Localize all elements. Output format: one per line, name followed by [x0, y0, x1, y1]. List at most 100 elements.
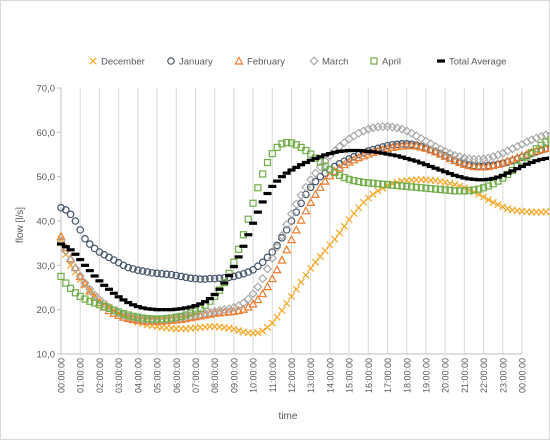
data-point	[85, 284, 95, 294]
data-point	[272, 264, 282, 274]
x-tick-label: 18:00:00	[402, 358, 412, 393]
data-point	[167, 270, 176, 279]
data-point	[392, 141, 402, 151]
data-point	[340, 222, 348, 230]
data-point	[210, 274, 219, 283]
data-point	[340, 149, 349, 153]
data-point	[498, 173, 507, 177]
data-point	[244, 268, 253, 276]
data-point	[494, 200, 502, 209]
data-point	[57, 203, 65, 212]
data-point	[451, 187, 459, 195]
data-point	[470, 186, 478, 194]
data-point	[239, 244, 248, 248]
data-point	[124, 300, 133, 305]
data-point	[129, 303, 138, 307]
data-point	[138, 267, 147, 275]
data-point	[335, 229, 344, 237]
data-point	[369, 179, 377, 187]
data-point	[489, 176, 498, 181]
data-point	[224, 307, 234, 316]
data-point	[244, 233, 253, 237]
data-point	[369, 150, 378, 154]
data-point	[258, 258, 267, 267]
data-point	[172, 271, 181, 280]
data-point	[522, 162, 531, 166]
data-point	[484, 196, 493, 204]
data-point	[262, 281, 273, 291]
data-point	[297, 278, 305, 286]
x-tick-label: 09:00:00	[229, 358, 239, 393]
data-point	[331, 235, 339, 243]
data-point	[277, 231, 287, 241]
data-point	[460, 176, 469, 180]
data-point	[392, 123, 402, 133]
data-point	[80, 278, 90, 288]
data-point	[310, 168, 321, 178]
data-point	[86, 240, 94, 248]
data-point	[382, 143, 393, 152]
data-point	[220, 273, 229, 282]
x-tick-label: 00:00:00	[518, 358, 528, 393]
data-point	[450, 150, 460, 160]
data-point	[172, 313, 180, 321]
data-point	[278, 234, 286, 242]
data-point	[547, 136, 550, 144]
data-point	[201, 275, 209, 283]
y-tick-label: 40,0	[37, 217, 56, 228]
data-point	[210, 292, 219, 297]
data-point	[99, 299, 109, 309]
data-point	[254, 184, 262, 192]
data-point	[321, 247, 329, 255]
series-february	[56, 140, 550, 325]
data-point	[162, 270, 171, 279]
data-point	[215, 287, 224, 291]
data-point	[129, 312, 137, 320]
data-point	[273, 179, 282, 183]
legend-label: December	[101, 57, 145, 68]
data-point	[291, 225, 301, 234]
data-point	[398, 182, 406, 190]
data-point	[277, 175, 286, 179]
data-point	[379, 180, 387, 188]
data-point	[62, 279, 70, 287]
data-point	[296, 215, 306, 224]
data-point	[359, 149, 368, 153]
x-tick-label: 22:00:00	[479, 358, 489, 393]
data-point	[325, 152, 334, 156]
data-point	[115, 308, 123, 316]
y-tick-label: 60,0	[37, 128, 56, 139]
data-point	[416, 142, 426, 151]
data-point	[387, 142, 397, 152]
x-tick-label: 00:00:00	[57, 358, 67, 393]
data-point	[91, 299, 99, 307]
data-point	[508, 169, 517, 173]
axes	[57, 87, 522, 355]
data-point	[119, 261, 128, 270]
data-point	[95, 279, 104, 283]
y-tick-label: 30,0	[37, 261, 56, 272]
legend-marker	[167, 57, 175, 65]
data-point	[421, 143, 431, 152]
data-point	[417, 161, 426, 165]
data-point	[542, 156, 550, 161]
legend-item: Total Average	[437, 57, 506, 68]
y-tick-label: 50,0	[37, 172, 56, 183]
data-point	[148, 307, 157, 311]
data-point	[330, 146, 340, 156]
data-point	[105, 287, 114, 291]
data-point	[258, 288, 268, 298]
data-point	[181, 306, 190, 310]
data-point	[244, 215, 252, 223]
y-tick-label: 10,0	[37, 350, 56, 361]
x-tick-label: 14:00:00	[325, 358, 335, 393]
data-point	[484, 182, 492, 190]
data-point	[310, 189, 321, 198]
data-point	[262, 264, 273, 274]
x-tick-label: 04:00:00	[133, 358, 143, 393]
data-point	[182, 273, 190, 282]
data-point	[307, 264, 315, 273]
data-point	[66, 248, 75, 252]
data-point	[316, 172, 325, 181]
data-point	[302, 271, 310, 279]
